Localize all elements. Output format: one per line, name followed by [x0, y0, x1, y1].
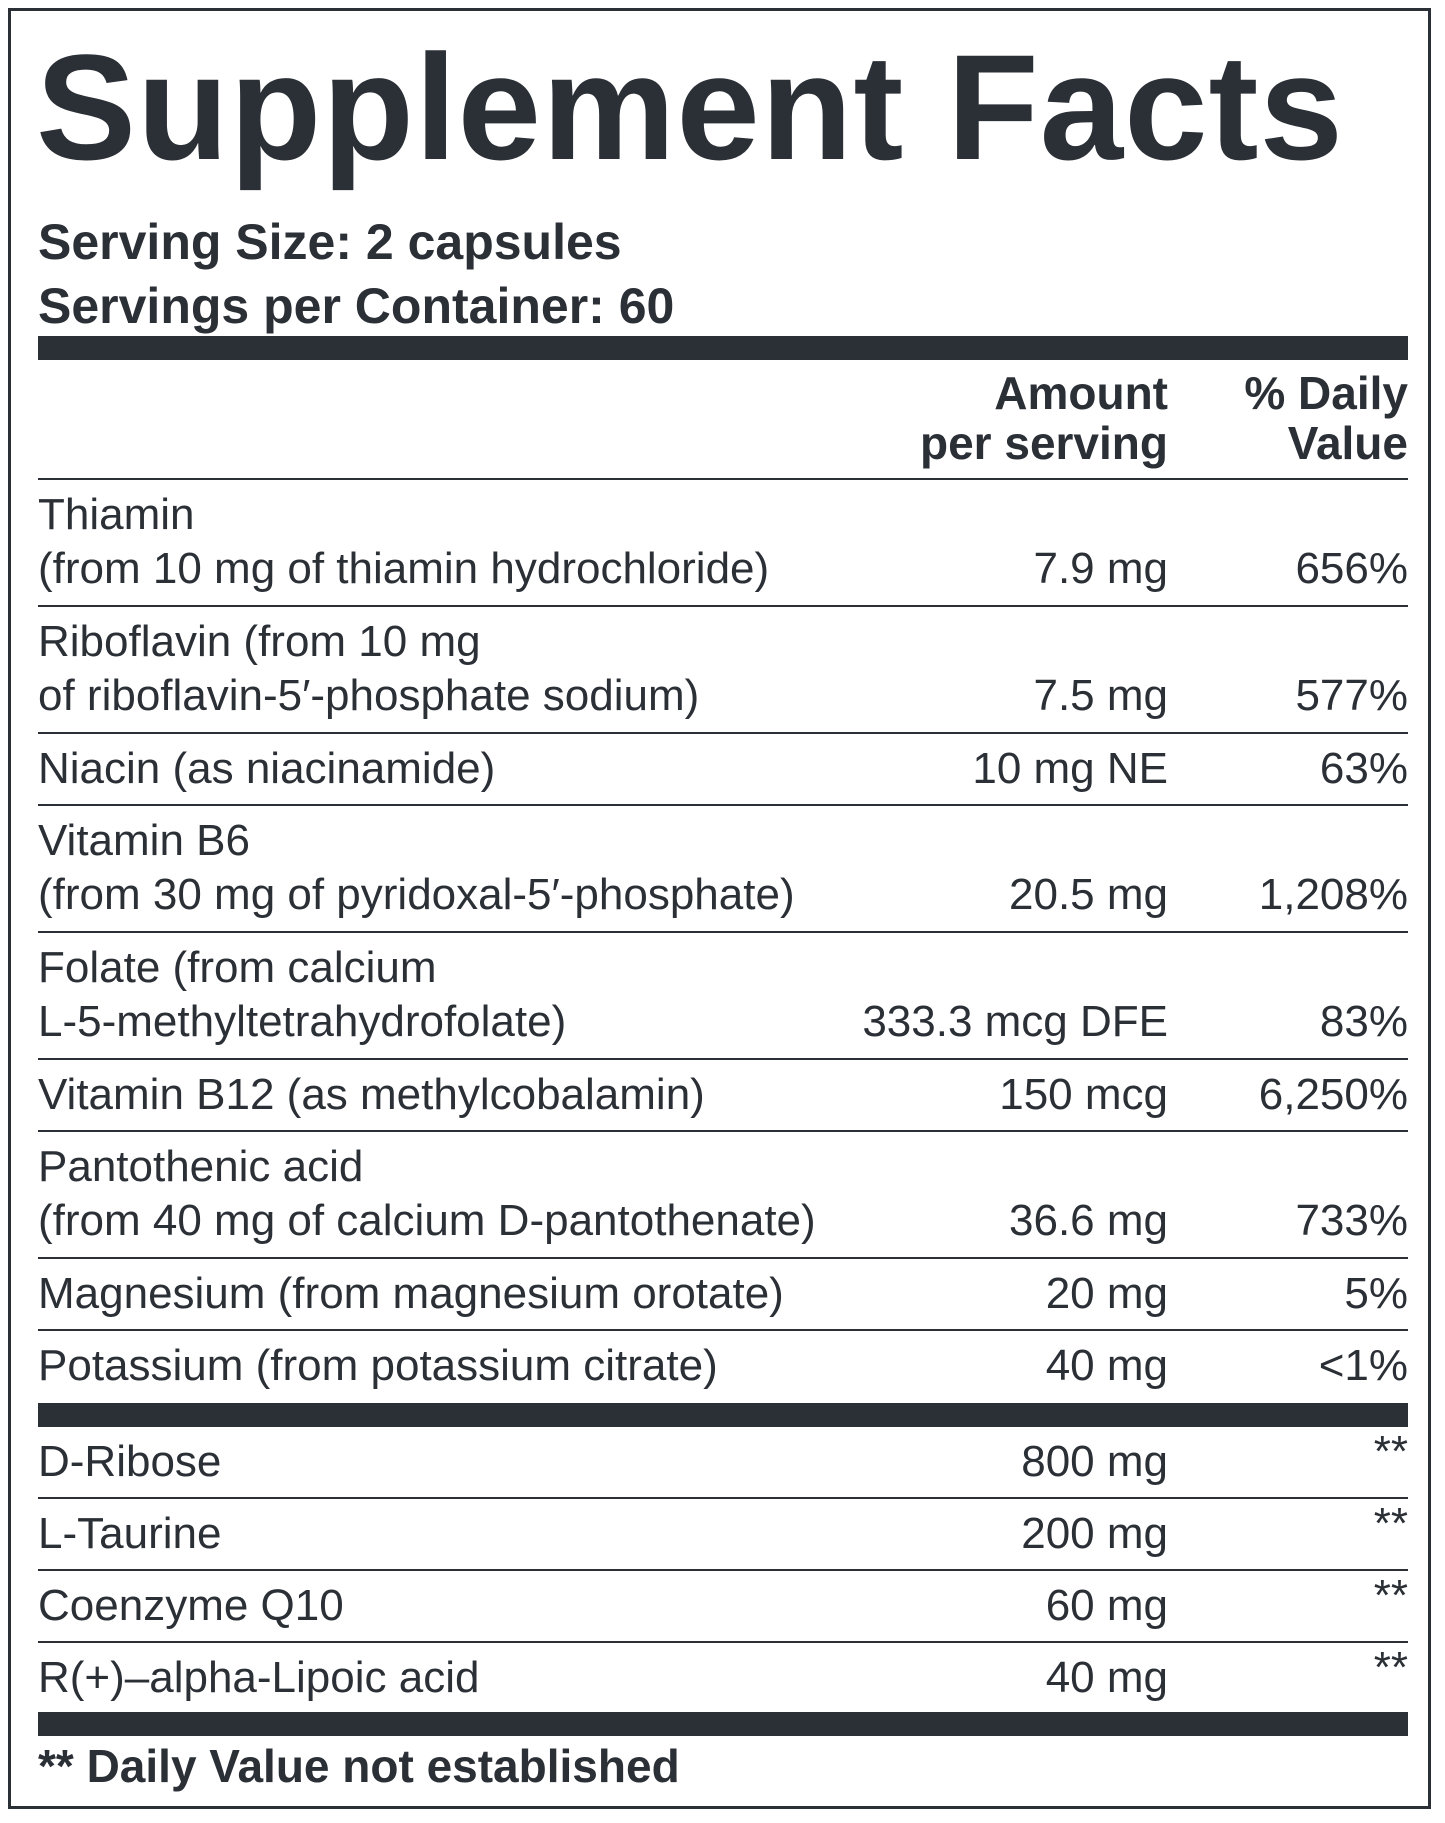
nutrient-name: Niacin (as niacinamide) — [38, 742, 495, 796]
nutrient-row: Folate (from calcium L-5-methyltetrahydro… — [38, 933, 1408, 1060]
nutrient-name-line: Magnesium (from magnesium orotate) — [38, 1269, 784, 1318]
nutrient-row: Vitamin B6 (from 30 mg of pyridoxal-5′-ph… — [38, 806, 1408, 933]
amount: 20.5 mg — [1009, 870, 1168, 919]
daily-value: ** — [1373, 1427, 1408, 1476]
amount: 150 mcg — [999, 1070, 1168, 1119]
amount-header-line: Amount — [994, 367, 1168, 419]
nutrient-name-line: Thiamin — [38, 490, 195, 539]
nutrient-name: L-Taurine — [38, 1507, 221, 1561]
daily-value: 63% — [1319, 744, 1408, 793]
daily-value: ** — [1373, 1499, 1408, 1548]
daily-value: 5% — [1344, 1269, 1408, 1318]
nutrient-name-line: L-5-methyltetrahydrofolate) — [38, 997, 567, 1046]
daily-value: 6,250% — [1258, 1070, 1408, 1119]
nutrient-name: Vitamin B6 (from 30 mg of pyridoxal-5′-ph… — [38, 814, 795, 922]
nutrient-name: Vitamin B12 (as methylcobalamin) — [38, 1068, 705, 1122]
nutrient-name: Riboflavin (from 10 mg of riboflavin-5′-p… — [38, 615, 699, 723]
dv-header-line: % Daily — [1244, 367, 1408, 419]
daily-value: 83% — [1319, 997, 1408, 1046]
amount: 200 mg — [1021, 1509, 1168, 1558]
amount: 7.9 mg — [1033, 544, 1168, 593]
amount: 40 mg — [1045, 1341, 1168, 1390]
nutrient-name: Potassium (from potassium citrate) — [38, 1339, 718, 1393]
table-header: Amount per serving % Daily Value — [38, 360, 1408, 480]
nutrient-row: Magnesium (from magnesium orotate) 20 mg 5… — [38, 1259, 1408, 1331]
nutrient-name: R(+)–alpha-Lipoic acid — [38, 1651, 479, 1705]
nutrient-name: Magnesium (from magnesium orotate) — [38, 1267, 784, 1321]
amount: 60 mg — [1045, 1581, 1168, 1630]
nutrient-name: Folate (from calcium L-5-methyltetrahydro… — [38, 941, 566, 1049]
amount-header-line: per serving — [920, 417, 1168, 469]
nutrient-name-line: Vitamin B12 (as methylcobalamin) — [38, 1070, 705, 1119]
nutrient-row: Thiamin (from 10 mg of thiamin hydrochlor… — [38, 480, 1408, 607]
nutrient-name: Thiamin (from 10 mg of thiamin hydrochlor… — [38, 488, 769, 596]
divider — [38, 1712, 1408, 1736]
nutrient-name: Pantothenic acid (from 40 mg of calcium D… — [38, 1140, 816, 1248]
nutrient-row: Vitamin B12 (as methylcobalamin) 150 mcg 6… — [38, 1060, 1408, 1132]
label-border — [8, 8, 1431, 1809]
nutrient-name-line: D-Ribose — [38, 1437, 222, 1486]
nutrient-name-line: Folate (from calcium — [38, 943, 437, 992]
divider — [38, 336, 1408, 360]
footnote: ** Daily Value not established — [38, 1740, 680, 1792]
title: Supplement Facts — [36, 23, 1344, 191]
nutrient-name: Coenzyme Q10 — [38, 1579, 344, 1633]
daily-value: 1,208% — [1258, 870, 1408, 919]
dv-header: % Daily Value — [1244, 368, 1408, 468]
dv-header-line: Value — [1287, 417, 1408, 469]
nutrient-row: L-Taurine 200 mg ** — [38, 1499, 1408, 1571]
nutrient-name-line: (from 10 mg of thiamin hydrochloride) — [38, 544, 770, 593]
nutrient-row: Riboflavin (from 10 mg of riboflavin-5′-p… — [38, 607, 1408, 734]
nutrient-name-line: of riboflavin-5′-phosphate sodium) — [38, 671, 700, 720]
nutrient-name-line: Niacin (as niacinamide) — [38, 744, 496, 793]
nutrient-name-line: Potassium (from potassium citrate) — [38, 1341, 718, 1390]
amount: 800 mg — [1021, 1437, 1168, 1486]
nutrient-name-line: (from 40 mg of calcium D-pantothenate) — [38, 1196, 816, 1245]
daily-value: 656% — [1295, 544, 1408, 593]
divider — [38, 1403, 1408, 1427]
daily-value: <1% — [1318, 1341, 1408, 1390]
serving-size: Serving Size: 2 capsules — [38, 214, 622, 270]
amount: 10 mg NE — [972, 744, 1168, 793]
nutrient-row: Potassium (from potassium citrate) 40 mg <… — [38, 1331, 1408, 1403]
servings-per-container: Servings per Container: 60 — [38, 278, 675, 334]
nutrient-name: D-Ribose — [38, 1435, 221, 1489]
daily-value: ** — [1373, 1643, 1408, 1692]
nutrient-row: Niacin (as niacinamide) 10 mg NE 63% — [38, 734, 1408, 806]
nutrient-name-line: (from 30 mg of pyridoxal-5′-phosphate) — [38, 870, 795, 919]
daily-value: ** — [1373, 1571, 1408, 1620]
amount: 7.5 mg — [1033, 671, 1168, 720]
nutrient-row: D-Ribose 800 mg ** — [38, 1427, 1408, 1499]
amount-header: Amount per serving — [920, 368, 1168, 468]
amount: 36.6 mg — [1009, 1196, 1168, 1245]
daily-value: 733% — [1295, 1196, 1408, 1245]
amount: 40 mg — [1045, 1653, 1168, 1702]
nutrient-name-line: Vitamin B6 — [38, 816, 250, 865]
nutrient-row: Pantothenic acid (from 40 mg of calcium D… — [38, 1132, 1408, 1259]
daily-value: 577% — [1295, 671, 1408, 720]
amount: 20 mg — [1045, 1269, 1168, 1318]
nutrient-row: R(+)–alpha-Lipoic acid 40 mg ** — [38, 1643, 1408, 1715]
nutrient-name-line: R(+)–alpha-Lipoic acid — [38, 1653, 480, 1702]
nutrient-name-line: L-Taurine — [38, 1509, 222, 1558]
nutrient-name-line: Pantothenic acid — [38, 1142, 364, 1191]
nutrient-row: Coenzyme Q10 60 mg ** — [38, 1571, 1408, 1643]
nutrient-name-line: Coenzyme Q10 — [38, 1581, 344, 1630]
nutrient-name-line: Riboflavin (from 10 mg — [38, 617, 481, 666]
facts-table: Amount per serving % Daily Value Thiamin (fro… — [38, 360, 1408, 1715]
amount: 333.3 mcg DFE — [862, 997, 1168, 1046]
